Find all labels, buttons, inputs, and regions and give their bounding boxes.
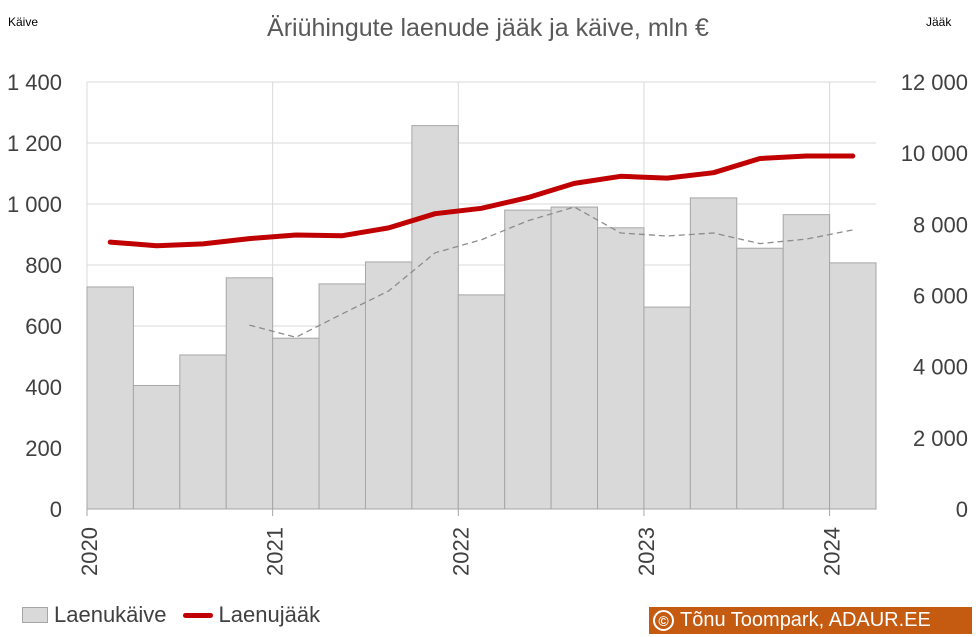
right-tick-label: 2 000 (913, 426, 968, 451)
right-tick-label: 10 000 (901, 141, 968, 166)
left-tick-label: 1 400 (7, 70, 62, 95)
series-line-trend (249, 206, 853, 338)
legend-item-line: Laenujääk (182, 602, 321, 628)
bar-laenukaive (736, 247, 784, 510)
chart-title: Äriühingute laenude jääk ja käive, mln € (267, 14, 709, 42)
legend-bar-swatch (22, 607, 48, 623)
x-tick-label: 2021 (263, 527, 288, 576)
left-tick-label: 800 (25, 253, 62, 278)
bar-laenukaive (550, 206, 599, 510)
x-tick-label: 2020 (77, 527, 102, 576)
chart-plot: 0 200 400 600 800 1 000 1 200 1 400 0 2 000 4 000 6… (7, 70, 968, 576)
credit-text: Tõnu Toompark, ADAUR.EE (680, 609, 931, 631)
left-tick-label: 0 (50, 497, 62, 522)
right-tick-label: 0 (956, 497, 968, 522)
bar-laenukaive (597, 227, 645, 510)
right-tick-label: 6 000 (913, 284, 968, 309)
copyright-icon: © (653, 610, 674, 631)
bar-laenukaive (225, 277, 274, 510)
bar-laenukaive (457, 294, 506, 510)
bar-laenukaive (782, 214, 831, 510)
left-tick-label: 1 200 (7, 131, 62, 156)
x-tick-label: 2024 (820, 527, 845, 576)
bar-laenukaive (689, 197, 738, 510)
x-tick-label: 2022 (448, 527, 473, 576)
bar-laenukaive (272, 337, 320, 510)
legend-item-bars: Laenukäive (22, 602, 167, 628)
left-tick-label: 600 (25, 314, 62, 339)
left-tick-label: 200 (25, 436, 62, 461)
right-axis-name: Jääk (926, 15, 952, 29)
right-tick-label: 12 000 (901, 70, 968, 95)
legend: Laenukäive Laenujääk (22, 600, 336, 630)
bar-laenukaive (179, 354, 227, 510)
bar-laenukaive (643, 306, 691, 510)
left-tick-label: 400 (25, 375, 62, 400)
credit-badge: © Tõnu Toompark, ADAUR.EE (649, 607, 972, 634)
legend-line-swatch (182, 612, 213, 618)
series-line-laenujaak (107, 153, 856, 249)
bar-laenukaive (504, 209, 552, 510)
right-tick-label: 8 000 (913, 212, 968, 237)
bar-laenukaive (132, 384, 181, 510)
x-tick-label: 2023 (634, 527, 659, 576)
bar-laenukaive (318, 283, 366, 510)
left-tick-label: 1 000 (7, 192, 62, 217)
legend-label-line: Laenujääk (218, 602, 321, 627)
right-tick-label: 4 000 (913, 355, 968, 380)
bar-laenukaive (86, 286, 134, 510)
legend-label-bars: Laenukäive (54, 602, 167, 627)
bar-laenukaive (411, 125, 459, 510)
bar-laenukaive (829, 262, 877, 510)
left-axis-name: Käive (8, 15, 39, 29)
